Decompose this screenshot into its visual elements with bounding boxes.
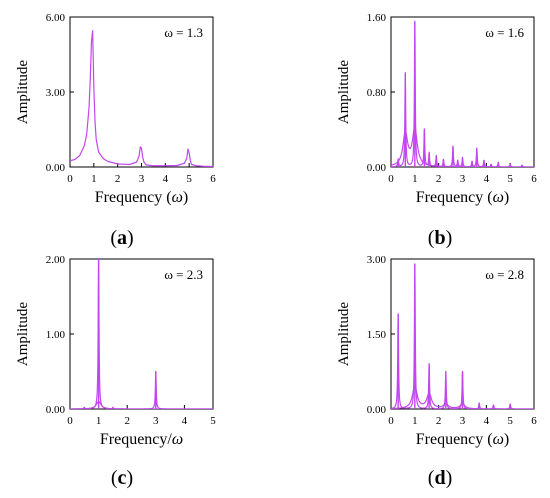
x-axis-label-text: Frequency ( (416, 189, 493, 206)
x-tick-label: 0 (388, 173, 394, 185)
x-axis-label-text: Frequency ( (95, 189, 172, 206)
x-tick-label: 5 (507, 173, 513, 185)
y-tick-label: 1.60 (367, 12, 387, 24)
panel-label: (d) (428, 467, 452, 489)
panel-label-close: ) (126, 467, 133, 489)
chart-panel-c: 0 1 2 3 4 5 0.00 1.00 2.00 ω = 2.3 Amplitude Freque… (15, 254, 216, 489)
x-axis-label-symbol: ω (493, 189, 504, 206)
x-axis-label: Frequency (ω) (416, 189, 509, 206)
x-tick-label: 3 (460, 415, 466, 427)
panel-label-close: ) (446, 467, 453, 489)
y-axis-label: Amplitude (336, 302, 352, 367)
x-axis-label-text: Frequency/ (100, 431, 173, 448)
x-tick-label: 5 (186, 173, 192, 185)
y-tick-label: 6.00 (46, 12, 66, 24)
panel-label-open: ( (428, 227, 435, 249)
x-axis-label: Frequency (ω) (416, 431, 509, 448)
x-tick-label: 4 (484, 173, 490, 185)
x-tick-label: 2 (115, 173, 121, 185)
chart-panel-b: 0 1 2 3 4 5 6 0.00 0.80 1.60 ω = 1.6 Amplitude Frequ… (336, 12, 537, 249)
x-tick-label: 0 (67, 173, 73, 185)
y-axis-label: Amplitude (336, 60, 352, 125)
panel-label: (c) (111, 467, 133, 489)
amplitude-series-line (70, 400, 213, 409)
x-tick-label: 4 (182, 415, 188, 427)
amplitude-series-line (391, 20, 534, 167)
chart-panel-d: 0 1 2 3 4 5 6 0.00 1.50 3.00 ω = 2.8 Amplitude Frequ… (336, 254, 537, 489)
x-tick-label: 0 (388, 415, 394, 427)
panel-label-close: ) (127, 227, 134, 249)
chart-panel-a: 0 1 2 3 4 5 6 0.00 3.00 6.00 ω = 1.3 Amplitude Frequ… (15, 12, 216, 249)
panel-label-letter: b (434, 227, 445, 249)
x-axis-label: Frequency/ω (100, 431, 183, 448)
y-axis-label: Amplitude (15, 60, 31, 125)
x-tick-label: 0 (67, 415, 73, 427)
panel-label: (a) (110, 227, 133, 249)
x-tick-label: 5 (210, 415, 216, 427)
y-tick-label: 3.00 (46, 87, 66, 99)
x-axis-label-suffix: ) (183, 189, 188, 206)
x-tick-label: 3 (460, 173, 466, 185)
x-axis-label-symbol: ω (493, 431, 504, 448)
amplitude-series-line (391, 263, 534, 409)
panel-label-letter: a (117, 227, 127, 249)
x-tick-label: 2 (124, 415, 130, 427)
x-tick-label: 6 (531, 173, 537, 185)
x-tick-label: 1 (91, 173, 97, 185)
y-axis-label: Amplitude (15, 302, 31, 367)
amplitude-series-line (70, 30, 213, 167)
x-axis-label-symbol: ω (172, 431, 183, 448)
x-tick-label: 1 (96, 415, 102, 427)
x-axis-label-symbol: ω (172, 189, 183, 206)
x-tick-label: 1 (412, 415, 418, 427)
x-tick-label: 2 (436, 415, 442, 427)
panel-label-letter: d (434, 467, 445, 489)
panel-label-close: ) (446, 227, 453, 249)
y-tick-label: 0.00 (367, 162, 387, 174)
x-tick-label: 5 (507, 415, 513, 427)
y-tick-label: 3.00 (367, 254, 387, 266)
x-tick-label: 6 (531, 415, 537, 427)
y-tick-label: 0.00 (46, 404, 66, 416)
panel-label-open: ( (428, 467, 435, 489)
x-axis-label-suffix: ) (504, 431, 509, 448)
x-axis-label: Frequency (ω) (95, 189, 188, 206)
y-tick-label: 0.00 (367, 404, 387, 416)
x-tick-label: 4 (484, 415, 490, 427)
x-axis-label-text: Frequency ( (416, 431, 493, 448)
x-tick-label: 6 (210, 173, 216, 185)
panel-label-open: ( (111, 467, 118, 489)
x-tick-label: 2 (436, 173, 442, 185)
omega-annotation: ω = 2.8 (485, 267, 524, 282)
omega-annotation: ω = 1.3 (164, 25, 203, 40)
x-tick-label: 3 (139, 173, 145, 185)
panel-label: (b) (428, 227, 452, 249)
x-axis-label-suffix: ) (504, 189, 509, 206)
panel-label-open: ( (110, 227, 117, 249)
x-tick-label: 3 (153, 415, 159, 427)
y-tick-label: 1.50 (367, 329, 387, 341)
omega-annotation: ω = 2.3 (164, 267, 203, 282)
y-tick-label: 1.00 (46, 329, 66, 341)
panel-label-letter: c (118, 467, 127, 489)
y-tick-label: 2.00 (46, 254, 66, 266)
omega-annotation: ω = 1.6 (485, 25, 524, 40)
y-tick-label: 0.80 (367, 87, 387, 99)
y-tick-label: 0.00 (46, 162, 66, 174)
x-tick-label: 4 (163, 173, 169, 185)
x-tick-label: 1 (412, 173, 418, 185)
